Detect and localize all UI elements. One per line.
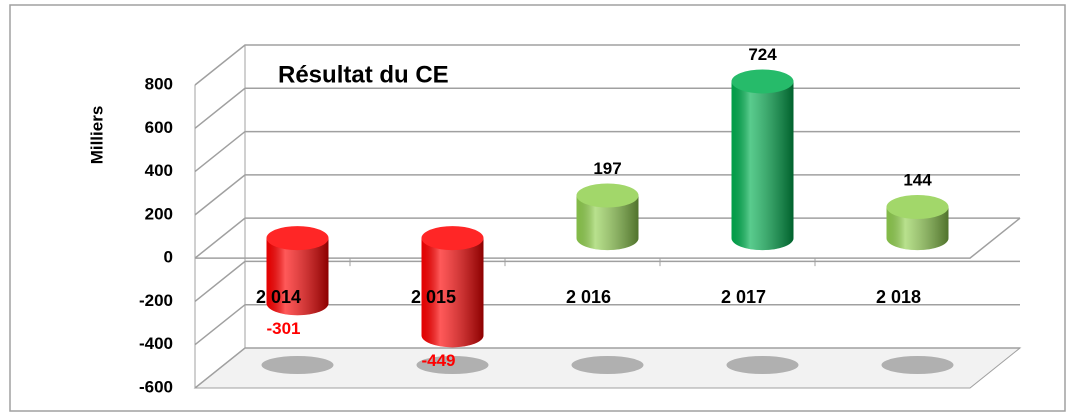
- bar-cap-shade: [576, 183, 639, 208]
- y-tick-label: 0: [164, 248, 173, 267]
- bar-cap-shade: [421, 226, 484, 251]
- value-label: -449: [421, 351, 455, 370]
- bar-cap: [886, 194, 949, 219]
- value-label: -301: [266, 319, 300, 338]
- bar-cap: [266, 226, 329, 251]
- y-tick-label: 200: [145, 204, 173, 223]
- bar-shade: [421, 238, 484, 348]
- bar-shadow: [571, 356, 644, 374]
- x-tick-label: 2 018: [876, 287, 921, 307]
- x-tick-label: 2 014: [256, 287, 301, 307]
- bar-cap-shade: [731, 69, 794, 94]
- x-tick-label: 2 016: [566, 287, 611, 307]
- y-axis-label: Milliers: [87, 106, 106, 165]
- bar-cap: [576, 183, 639, 208]
- bar-cap: [421, 226, 484, 251]
- bar-shadow: [726, 356, 799, 374]
- bar-shadow: [261, 356, 334, 374]
- x-tick-label: 2 015: [411, 287, 456, 307]
- bar-cap-shade: [886, 194, 949, 219]
- bar-cap-shade: [266, 226, 329, 251]
- bar: [731, 69, 794, 251]
- bar-shade: [731, 81, 794, 251]
- bar: [576, 183, 639, 251]
- value-label: 197: [593, 159, 621, 178]
- bar: [266, 226, 329, 316]
- bar-shadow: [881, 356, 954, 374]
- bar-shadow: [416, 356, 489, 374]
- y-tick-label: -200: [139, 291, 173, 310]
- grid-line: [194, 347, 1020, 389]
- x-tick-label: 2 017: [721, 287, 766, 307]
- value-label: 724: [748, 45, 777, 64]
- grid-line: [194, 44, 1020, 86]
- chart-title: Résultat du CE: [278, 61, 449, 88]
- y-tick-label: -600: [139, 377, 173, 396]
- bar-shade: [576, 195, 639, 251]
- grid-line: [194, 260, 1020, 303]
- value-label: 144: [903, 170, 932, 189]
- bar-cap: [731, 69, 794, 94]
- bar-shade: [266, 238, 329, 316]
- y-tick-label: 800: [145, 74, 173, 93]
- y-tick-label: -400: [139, 334, 173, 353]
- bar: [421, 226, 484, 348]
- grid-line: [194, 303, 1020, 346]
- bar: [886, 194, 949, 251]
- y-tick-label: 600: [145, 118, 173, 137]
- bar-shade: [886, 206, 949, 251]
- y-tick-label: 400: [145, 161, 173, 180]
